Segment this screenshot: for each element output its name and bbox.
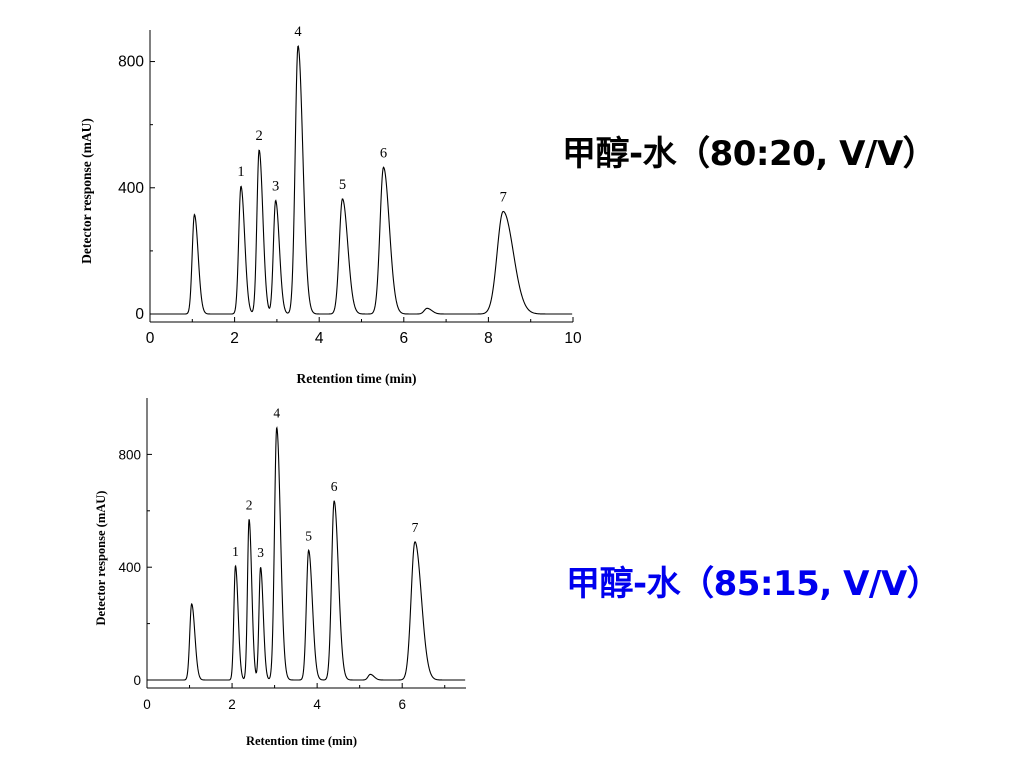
- mobile-phase-label-80-20: 甲醇-水（80:20, V/V）: [562, 134, 937, 174]
- x-axis-title: Retention time (min): [246, 734, 357, 748]
- x-tick-label: 6: [398, 697, 406, 712]
- peak-label: 7: [500, 189, 507, 205]
- x-tick-label: 0: [146, 330, 155, 347]
- y-tick-label: 800: [118, 54, 144, 71]
- peak-label: 7: [412, 520, 419, 535]
- x-tick-label: 4: [315, 330, 324, 347]
- x-tick-label: 2: [228, 697, 236, 712]
- chromatogram-2: 0 2 4 6 0 400 800 Retention time (min) Detector …: [94, 398, 466, 748]
- y-tick-label: 0: [135, 306, 144, 323]
- peak-label: 1: [237, 164, 244, 180]
- chromatogram-trace: [150, 45, 573, 315]
- x-axis-title: Retention time (min): [297, 371, 417, 386]
- y-axis-title: Detector response (mAU): [94, 491, 108, 626]
- chromatogram-1: 0 2 4 6 8 10 0 400 800 Retention time (min) Detect…: [79, 24, 582, 386]
- peak-label: 3: [272, 178, 279, 194]
- x-tick-label: 2: [230, 330, 239, 347]
- y-tick-label: 400: [118, 560, 141, 575]
- x-tick-label: 10: [564, 330, 582, 347]
- peak-label: 6: [380, 145, 387, 161]
- x-tick-label: 4: [313, 697, 321, 712]
- peak-label: 5: [305, 528, 312, 543]
- y-tick-label: 400: [118, 180, 144, 197]
- y-tick-label: 0: [133, 673, 141, 688]
- peak-label: 2: [256, 128, 263, 144]
- peak-label: 2: [246, 497, 253, 512]
- peak-label: 4: [294, 24, 302, 40]
- peak-label: 1: [232, 544, 239, 559]
- peak-label: 6: [331, 479, 338, 494]
- y-tick-label: 800: [118, 447, 141, 462]
- x-tick-label: 8: [484, 330, 493, 347]
- x-tick-label: 6: [399, 330, 408, 347]
- x-tick-label: 0: [143, 697, 151, 712]
- peak-label: 4: [273, 406, 280, 421]
- peak-label: 5: [339, 177, 346, 193]
- chromatogram-trace: [147, 426, 466, 681]
- mobile-phase-label-85-15: 甲醇-水（85:15, V/V）: [566, 564, 941, 604]
- y-axis-title: Detector response (mAU): [79, 118, 94, 264]
- peak-label: 3: [257, 545, 264, 560]
